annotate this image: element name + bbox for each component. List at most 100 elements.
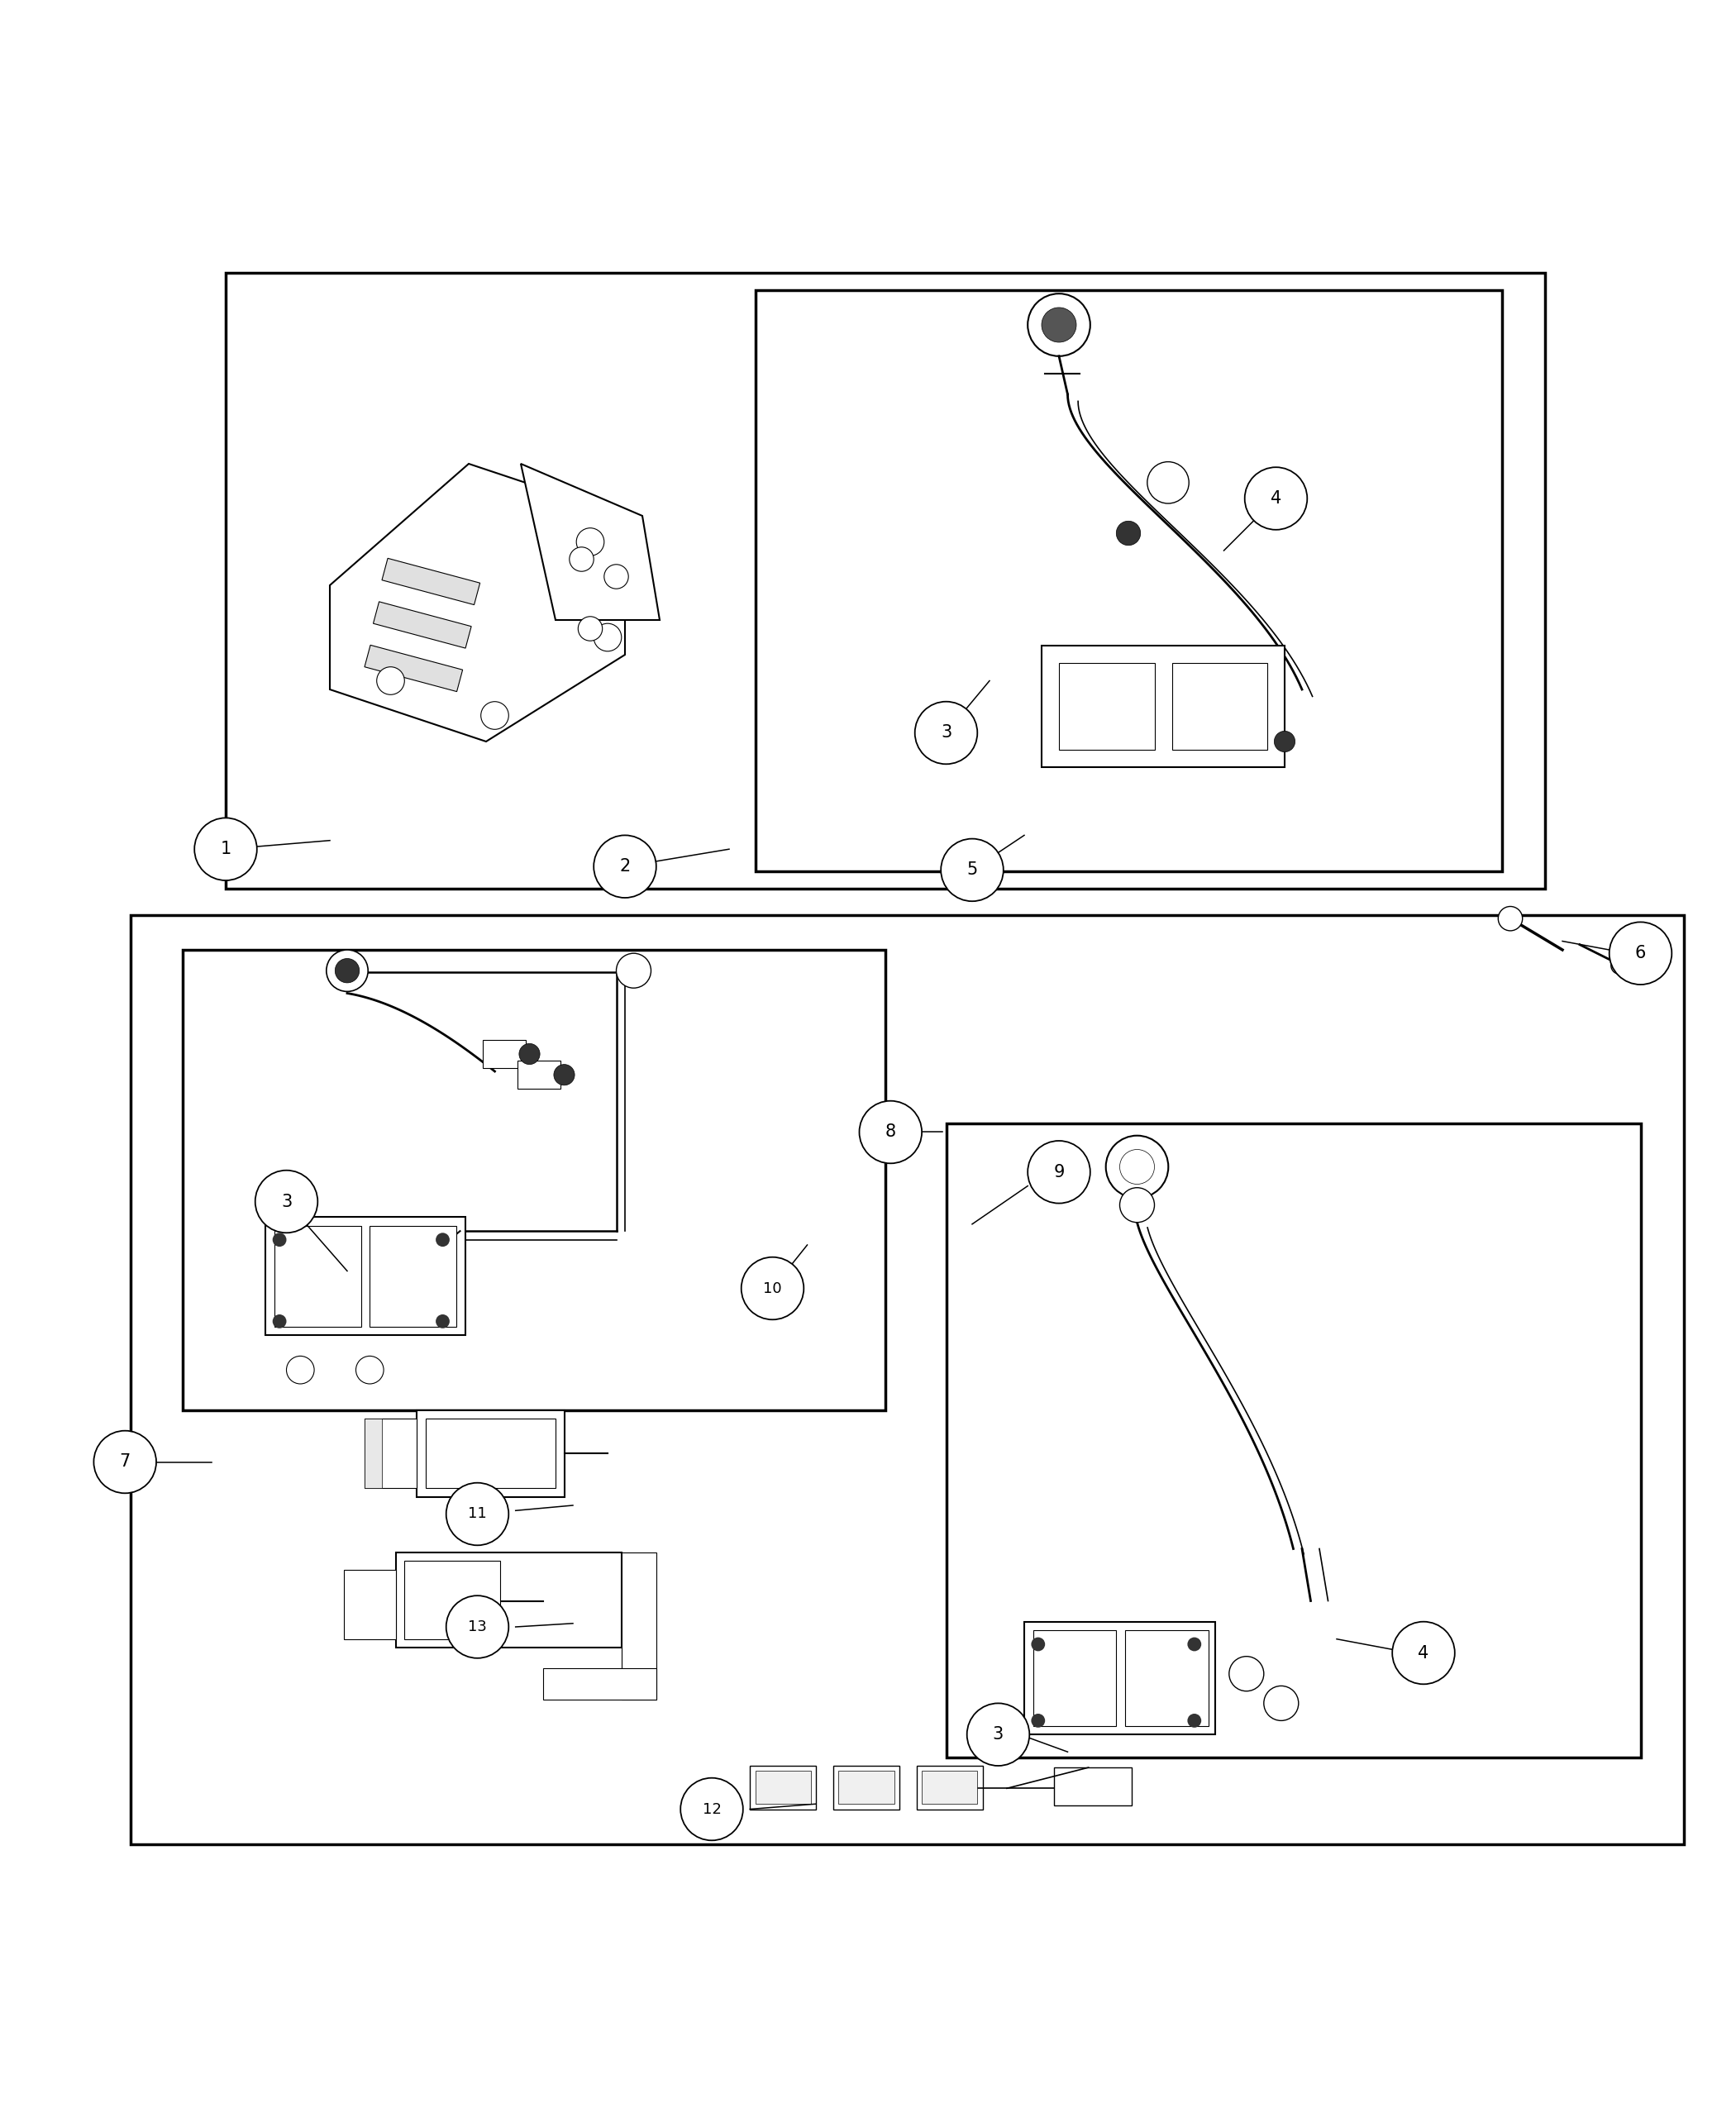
Bar bbox=[425, 1419, 556, 1488]
Bar bbox=[946, 1124, 1641, 1758]
Bar bbox=[266, 1216, 465, 1334]
Text: 3: 3 bbox=[281, 1193, 292, 1210]
Bar bbox=[755, 291, 1502, 873]
Bar bbox=[755, 1771, 811, 1804]
Bar bbox=[417, 1410, 564, 1497]
Bar bbox=[373, 601, 470, 647]
Text: 4: 4 bbox=[1418, 1644, 1429, 1661]
Circle shape bbox=[941, 839, 1003, 902]
Circle shape bbox=[273, 1233, 286, 1246]
Circle shape bbox=[1028, 293, 1090, 356]
Circle shape bbox=[94, 1431, 156, 1492]
Bar bbox=[922, 1771, 977, 1804]
Circle shape bbox=[1106, 1136, 1168, 1197]
Text: 2: 2 bbox=[620, 858, 630, 875]
Circle shape bbox=[554, 1065, 575, 1086]
Circle shape bbox=[1187, 1714, 1201, 1729]
Circle shape bbox=[681, 1777, 743, 1840]
Bar bbox=[370, 1227, 457, 1326]
Bar bbox=[517, 1060, 561, 1088]
Bar bbox=[1059, 664, 1154, 750]
Circle shape bbox=[436, 1315, 450, 1328]
Bar bbox=[621, 1551, 656, 1699]
Text: 10: 10 bbox=[764, 1282, 781, 1296]
Text: 7: 7 bbox=[120, 1455, 130, 1469]
Bar bbox=[1054, 1767, 1132, 1807]
Circle shape bbox=[1031, 1638, 1045, 1651]
Circle shape bbox=[594, 624, 621, 651]
Circle shape bbox=[1120, 1187, 1154, 1223]
Bar bbox=[226, 272, 1545, 890]
Text: 3: 3 bbox=[993, 1726, 1003, 1743]
Circle shape bbox=[481, 702, 509, 729]
Circle shape bbox=[1609, 921, 1672, 984]
Circle shape bbox=[1116, 521, 1141, 546]
Circle shape bbox=[1042, 308, 1076, 341]
Circle shape bbox=[273, 1315, 286, 1328]
Circle shape bbox=[436, 1233, 450, 1246]
Bar bbox=[365, 645, 462, 691]
Circle shape bbox=[1498, 906, 1522, 932]
Bar bbox=[750, 1767, 816, 1809]
Bar bbox=[543, 1670, 656, 1699]
Polygon shape bbox=[330, 464, 625, 742]
Bar bbox=[382, 559, 479, 605]
Circle shape bbox=[594, 835, 656, 898]
Circle shape bbox=[1611, 957, 1628, 974]
Circle shape bbox=[859, 1100, 922, 1164]
Circle shape bbox=[569, 548, 594, 571]
Bar bbox=[1042, 645, 1285, 767]
Bar bbox=[344, 1570, 396, 1640]
Text: 11: 11 bbox=[469, 1507, 486, 1522]
Bar bbox=[483, 1039, 526, 1069]
Circle shape bbox=[616, 953, 651, 989]
Bar bbox=[1125, 1629, 1208, 1726]
Circle shape bbox=[741, 1256, 804, 1320]
Bar bbox=[1033, 1629, 1116, 1726]
Bar bbox=[1172, 664, 1267, 750]
Circle shape bbox=[1147, 462, 1189, 504]
Text: 6: 6 bbox=[1635, 944, 1646, 961]
Circle shape bbox=[1031, 1714, 1045, 1729]
Circle shape bbox=[1120, 1149, 1154, 1185]
Bar bbox=[404, 1560, 500, 1640]
Circle shape bbox=[377, 666, 404, 696]
Circle shape bbox=[194, 818, 257, 881]
Circle shape bbox=[446, 1596, 509, 1659]
Bar bbox=[1024, 1621, 1215, 1735]
Circle shape bbox=[446, 1482, 509, 1545]
Bar bbox=[182, 951, 885, 1410]
Circle shape bbox=[578, 616, 602, 641]
Text: 13: 13 bbox=[469, 1619, 486, 1634]
Bar bbox=[274, 1227, 361, 1326]
Bar bbox=[838, 1771, 894, 1804]
Circle shape bbox=[335, 959, 359, 982]
Text: 3: 3 bbox=[941, 725, 951, 742]
Circle shape bbox=[356, 1355, 384, 1383]
Bar bbox=[917, 1767, 983, 1809]
Circle shape bbox=[326, 951, 368, 991]
Circle shape bbox=[915, 702, 977, 763]
Circle shape bbox=[1187, 1638, 1201, 1651]
Circle shape bbox=[1264, 1686, 1299, 1720]
Text: 5: 5 bbox=[967, 862, 977, 879]
Circle shape bbox=[1274, 731, 1295, 753]
Text: 4: 4 bbox=[1271, 491, 1281, 506]
Circle shape bbox=[1245, 468, 1307, 529]
Circle shape bbox=[1392, 1621, 1455, 1684]
Text: 8: 8 bbox=[885, 1124, 896, 1140]
Bar bbox=[833, 1767, 899, 1809]
Circle shape bbox=[967, 1703, 1029, 1767]
Circle shape bbox=[255, 1170, 318, 1233]
Bar bbox=[365, 1419, 417, 1488]
Bar bbox=[130, 915, 1684, 1844]
Circle shape bbox=[1229, 1657, 1264, 1691]
Circle shape bbox=[286, 1355, 314, 1383]
Circle shape bbox=[604, 565, 628, 588]
Circle shape bbox=[576, 527, 604, 557]
Text: 1: 1 bbox=[220, 841, 231, 858]
Circle shape bbox=[519, 1043, 540, 1065]
Text: 9: 9 bbox=[1054, 1164, 1064, 1180]
Bar bbox=[396, 1551, 621, 1648]
Text: 12: 12 bbox=[703, 1802, 720, 1817]
